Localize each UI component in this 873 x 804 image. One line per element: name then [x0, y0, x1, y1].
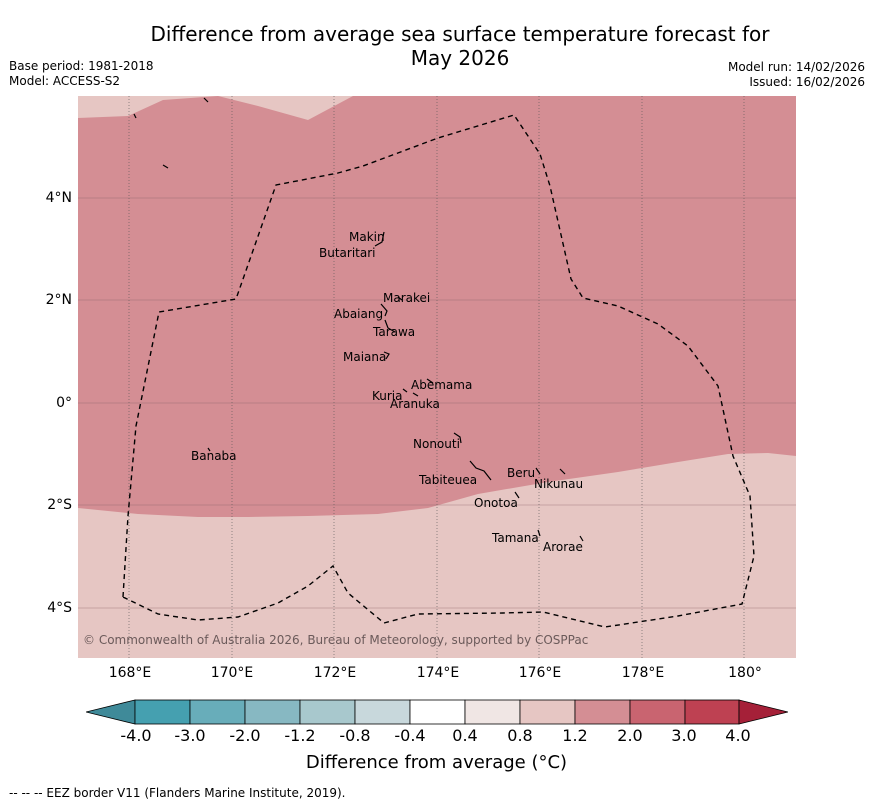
eez-border	[122, 114, 755, 628]
island-label-abemama: Abemama	[411, 378, 472, 392]
lat-tick-0: 0°	[56, 395, 72, 411]
colorbar-axis-label: Difference from average (°C)	[305, 752, 568, 773]
sst-anomaly-map: Makin Butaritari Marakei Abaiang Tarawa …	[78, 96, 796, 658]
copyright-notice: © Commonwealth of Australia 2026, Bureau…	[83, 633, 588, 647]
colorbar-bin-5	[354, 699, 411, 725]
island-shapes	[133, 97, 584, 542]
colorbar-bin-2	[189, 699, 246, 725]
island-label-beru: Beru	[507, 466, 535, 480]
lon-tick-172e: 172°E	[313, 665, 357, 681]
lon-tick-178e: 178°E	[621, 665, 665, 681]
island-label-butaritari: Butaritari	[319, 246, 376, 260]
colorbar-label-1: -4.0	[120, 726, 152, 745]
lon-tick-168e: 168°E	[108, 665, 152, 681]
colorbar-label-5: -0.8	[339, 726, 371, 745]
model-name: Model: ACCESS-S2	[9, 74, 121, 88]
colorbar-bin-4	[299, 699, 356, 725]
island-label-makin: Makin	[349, 230, 385, 244]
island-label-tamana: Tamana	[491, 531, 539, 545]
island-label-tabiteuea: Tabiteuea	[418, 473, 477, 487]
lon-tick-170e: 170°E	[210, 665, 254, 681]
colorbar-bin-6	[409, 699, 466, 725]
colorbar-bin-3	[244, 699, 301, 725]
island-label-tarawa: Tarawa	[372, 325, 415, 339]
colorbar-label-10: 2.0	[617, 726, 643, 745]
issued-date: Issued: 16/02/2026	[749, 75, 865, 89]
colorbar-bin-7	[464, 699, 521, 725]
island-label-abaiang: Abaiang	[334, 307, 383, 321]
lat-tick-4s: 4°S	[47, 600, 72, 616]
colorbar-label-2: -3.0	[174, 726, 206, 745]
island-label-marakei: Marakei	[383, 291, 430, 305]
island-label-banaba: Banaba	[191, 449, 237, 463]
lat-tick-2n: 2°N	[45, 292, 72, 308]
colorbar-bin-9	[574, 699, 631, 725]
colorbar-segments	[134, 699, 740, 725]
island-label-nikunau: Nikunau	[534, 477, 583, 491]
colorbar-bin-11	[684, 699, 740, 725]
island-label-arorae: Arorae	[543, 540, 583, 554]
latitude-lines	[78, 197, 796, 609]
island-label-kuria: Kuria	[372, 389, 403, 403]
colorbar-arrow-low	[86, 699, 136, 725]
colorbar	[86, 699, 788, 725]
island-label-maiana: Maiana	[343, 350, 386, 364]
model-run: Model run: 14/02/2026	[727, 60, 865, 74]
lon-tick-180: 180°	[728, 665, 762, 681]
colorbar-label-9: 1.2	[562, 726, 588, 745]
graticule	[128, 96, 745, 658]
lon-tick-174e: 174°E	[416, 665, 460, 681]
colorbar-label-7: 0.4	[452, 726, 478, 745]
lon-tick-176e: 176°E	[518, 665, 562, 681]
colorbar-bin-10	[629, 699, 686, 725]
eez-legend-footer: -- -- -- EEZ border V11 (Flanders Marine…	[9, 786, 346, 800]
colorbar-label-4: -1.2	[284, 726, 316, 745]
meta-right: Model run: 14/02/2026 Issued: 16/02/2026	[728, 60, 865, 90]
meta-left: Base period: 1981-2018 Model: ACCESS-S2	[9, 59, 154, 89]
colorbar-arrow-high	[738, 699, 788, 725]
colorbar-bin-8	[519, 699, 576, 725]
island-label-onotoa: Onotoa	[474, 496, 518, 510]
colorbar-bin-1	[134, 699, 191, 725]
map-title: Difference from average sea surface temp…	[120, 22, 800, 70]
colorbar-label-8: 0.8	[507, 726, 533, 745]
colorbar-label-6: -0.4	[394, 726, 426, 745]
base-period: Base period: 1981-2018	[9, 59, 154, 73]
island-label-aranuka: Aranuka	[390, 397, 440, 411]
colorbar-label-3: -2.0	[229, 726, 261, 745]
lat-tick-4n: 4°N	[45, 190, 72, 206]
title-line-1: Difference from average sea surface temp…	[150, 22, 770, 46]
title-line-2: May 2026	[410, 46, 510, 70]
colorbar-label-11: 3.0	[671, 726, 697, 745]
lat-tick-2s: 2°S	[47, 497, 72, 513]
colorbar-label-12: 4.0	[725, 726, 751, 745]
island-label-nonouti: Nonouti	[413, 437, 460, 451]
